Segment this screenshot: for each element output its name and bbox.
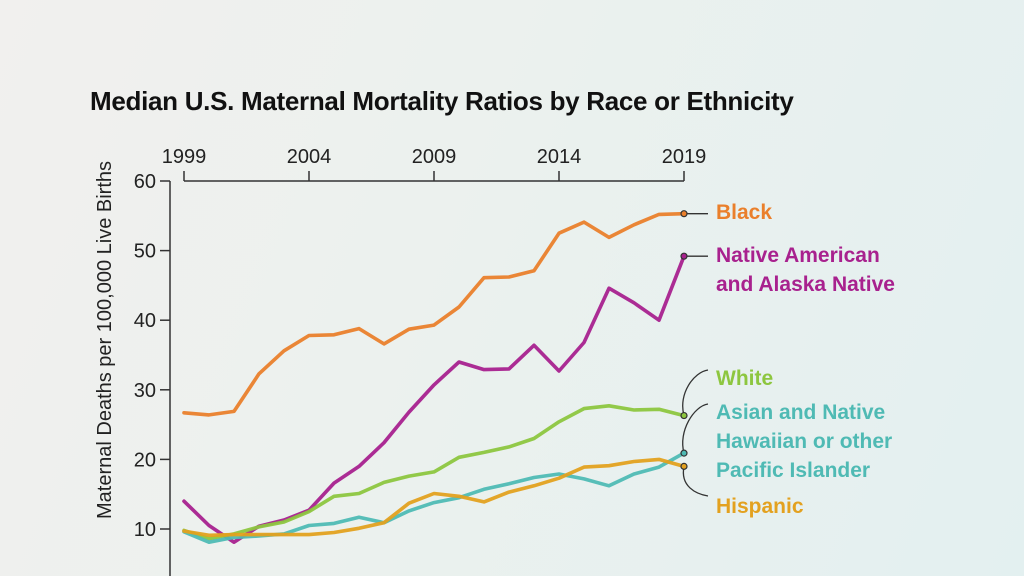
series-end-marker	[680, 449, 688, 457]
legend-label: Black	[716, 201, 772, 224]
chart-title: Median U.S. Maternal Mortality Ratios by…	[90, 86, 794, 116]
y-axis: 10 20 30 40 50 60	[134, 171, 171, 576]
legend-label: Native American	[716, 244, 880, 267]
y-tick-label: 10	[134, 519, 156, 541]
x-tick-label: 1999	[162, 146, 207, 168]
x-tick-label: 2014	[537, 146, 582, 168]
x-tick-label: 2009	[412, 146, 457, 168]
legend-label: Asian and Native	[716, 401, 885, 424]
x-tick-label: 2004	[287, 146, 332, 168]
series-lines	[182, 211, 686, 545]
series-line-black	[182, 211, 686, 417]
leader-line	[682, 403, 709, 454]
series-end-marker	[680, 210, 688, 218]
series-end-marker	[680, 411, 688, 420]
x-axis: 1999 2004 2009 2014 2019	[162, 146, 707, 182]
x-tick-label: 2019	[662, 146, 707, 168]
legend-leaders	[680, 210, 709, 497]
legend-label: White	[716, 367, 773, 390]
legend-label: Pacific Islander	[716, 459, 870, 482]
legend-label: and Alaska Native	[716, 273, 895, 296]
y-tick-label: 50	[134, 241, 156, 263]
legend: Black Native American and Alaska Native Whi…	[716, 201, 895, 518]
legend-label: Hawaiian or other	[716, 430, 892, 453]
y-tick-label: 20	[134, 449, 156, 471]
y-tick-label: 30	[134, 380, 156, 402]
legend-label: Hispanic	[716, 495, 804, 518]
series-end-marker	[680, 252, 688, 260]
series-line-white	[182, 403, 686, 541]
series-end-marker	[680, 462, 688, 470]
y-tick-label: 60	[134, 171, 156, 193]
leader-line	[682, 369, 709, 416]
series-line-native-american-and-alaska-native	[182, 254, 686, 545]
leader-line	[682, 466, 709, 497]
series-line-hispanic	[182, 457, 686, 538]
y-tick-label: 40	[134, 310, 156, 332]
y-axis-title: Maternal Deaths per 100,000 Live Births	[94, 161, 116, 519]
